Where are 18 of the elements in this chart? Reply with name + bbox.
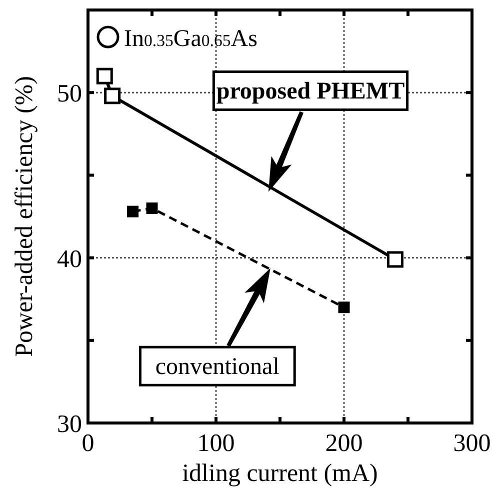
annotation: In0.35Ga0.65As xyxy=(124,26,258,52)
point xyxy=(127,206,139,218)
point xyxy=(104,88,121,104)
point xyxy=(146,202,158,214)
point xyxy=(338,302,350,314)
y-tick-label: 50 xyxy=(57,80,82,108)
y-tick-label: 40 xyxy=(57,246,82,273)
x-tick-label: 200 xyxy=(325,430,363,457)
y-tick-label: 30 xyxy=(57,411,82,438)
x-tick-label: 0 xyxy=(82,430,94,457)
annotation: proposed PHEMT xyxy=(216,78,405,105)
y-axis-title: Power-added efficiency (%) xyxy=(11,76,38,357)
x-axis-title: idling current (mA) xyxy=(182,460,378,487)
point xyxy=(386,251,404,268)
point xyxy=(96,68,113,84)
annotation: conventional xyxy=(155,354,280,380)
x-tick-label: 100 xyxy=(197,430,235,457)
x-tick-label: 300 xyxy=(453,430,491,457)
